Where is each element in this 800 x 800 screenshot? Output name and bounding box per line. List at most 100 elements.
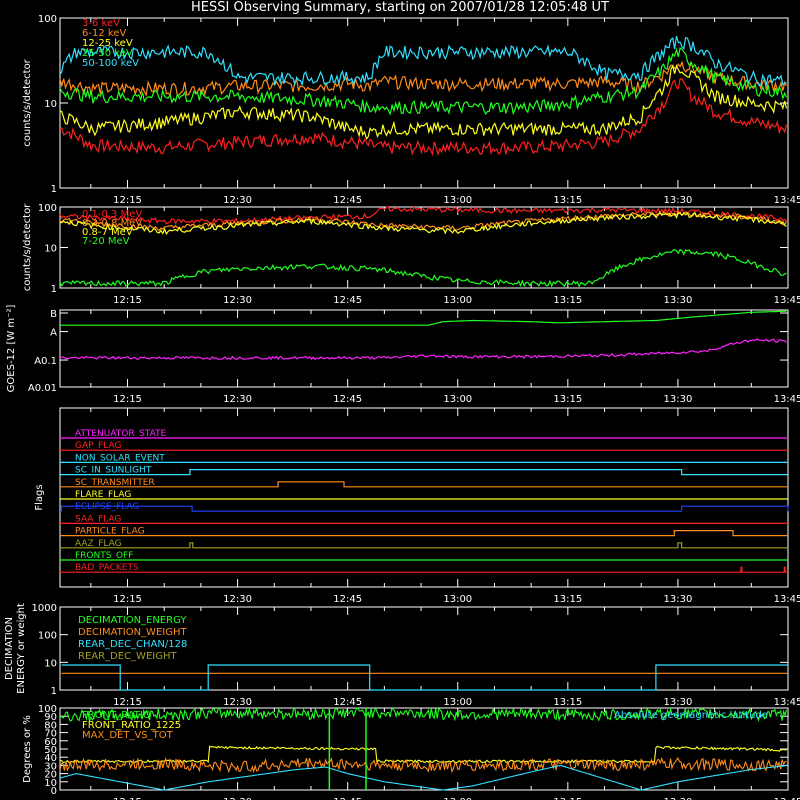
x-tick-label: 13:30 [664, 797, 693, 800]
flag-label: ATTENUATOR_STATE [75, 429, 167, 439]
series-line-6-12-kev [59, 60, 788, 98]
ratio-line-3 [60, 764, 787, 791]
y-axis-label: counts/s/detector [22, 58, 33, 146]
series-line-0-1-0-3-mev [59, 206, 787, 225]
series-line-12-25-kev [59, 64, 788, 141]
y-tick-label: A [50, 328, 57, 339]
legend-entry: DECIMATION_WEIGHT [78, 627, 187, 638]
flag-line-bad-packets [60, 566, 788, 573]
x-tick-label: 12:45 [333, 295, 362, 306]
x-tick-label: 12:15 [113, 195, 142, 206]
x-tick-label: 12:30 [223, 295, 252, 306]
x-tick-label: 13:45 [774, 697, 800, 708]
legend-entry: FRONT_RATIO [82, 710, 151, 721]
series-line-3-6-kev [59, 78, 788, 157]
x-tick-label: 12:30 [223, 697, 252, 708]
goes-line-0 [60, 310, 787, 326]
legend-entry: DECIMATION_ENERGY [78, 615, 187, 626]
x-tick-label: 12:15 [113, 394, 142, 405]
x-tick-label: 13:15 [553, 195, 582, 206]
page-title: HESSI Observing Summary, starting on 200… [191, 0, 609, 15]
y-axis-label: Flags [34, 484, 45, 510]
x-tick-label: 12:45 [333, 797, 362, 800]
y-tick-label: 10 [44, 99, 57, 110]
goes-line-1 [59, 338, 787, 361]
flag-label: SAA_FLAG [75, 514, 121, 524]
x-tick-label: 12:45 [333, 195, 362, 206]
legend-entry: 50-100 keV [82, 58, 139, 69]
ratio-line-1 [60, 745, 787, 765]
y-tick-label: 100 [38, 203, 57, 214]
x-tick-label: 13:45 [774, 295, 800, 306]
x-tick-label: 12:15 [113, 594, 142, 605]
x-tick-label: 13:30 [664, 394, 693, 405]
flag-label: PARTICLE_FLAG [75, 527, 145, 537]
y-tick-label: 90 [44, 712, 57, 723]
y-tick-label: 0 [51, 786, 57, 797]
x-tick-label: 13:45 [774, 394, 800, 405]
y-axis-label: Degrees or % [22, 715, 33, 783]
flag-label: AAZ_FLAG [75, 539, 122, 549]
y-tick-label: 10 [44, 778, 57, 789]
y-axis-label: counts/s/detector [22, 203, 33, 291]
y-tick-label: 100 [38, 631, 57, 642]
x-tick-label: 13:15 [553, 394, 582, 405]
flag-label: NON_SOLAR_EVENT [75, 453, 165, 463]
panel-frame-3 [59, 407, 789, 588]
y-axis-label: ENERGY or weight [16, 603, 27, 694]
legend-entry: MAX_DET_VS_TOT [82, 730, 174, 741]
y-tick-label: 40 [44, 753, 57, 764]
legend-entry: Absolute geomagnetic latitude [614, 710, 768, 721]
x-tick-label: 12:15 [113, 797, 142, 800]
flag-line-eclipse-flag [60, 505, 789, 512]
legend-entry: 0.8-7 MeV [82, 227, 133, 238]
y-tick-label: 1000 [32, 603, 57, 614]
y-tick-label: 10 [44, 244, 57, 255]
y-tick-label: 60 [44, 737, 57, 748]
x-tick-label: 12:45 [333, 594, 362, 605]
panel-frame-2 [59, 309, 789, 388]
flag-label: ECLIPSE_FLAG [75, 502, 139, 512]
flag-label: FLARE_FLAG [75, 490, 131, 500]
legend-entry: 7-20 MeV [82, 236, 130, 247]
x-tick-label: 13:45 [774, 195, 800, 206]
y-tick-label: 70 [44, 729, 57, 740]
x-tick-label: 13:30 [664, 195, 693, 206]
x-tick-label: 12:30 [223, 195, 252, 206]
flag-label: FRONTS_OFF [75, 551, 133, 561]
x-tick-label: 13:45 [774, 797, 800, 800]
series-line-50-100-kev [59, 35, 787, 87]
y-tick-label: 1 [51, 184, 57, 195]
x-tick-label: 13:00 [443, 697, 472, 708]
panel-frame-1 [59, 206, 789, 289]
series-line-25-50-kev [59, 47, 788, 116]
y-tick-label: 10 [44, 658, 57, 669]
y-axis-label: DECIMATION [4, 617, 15, 680]
x-tick-label: 13:30 [664, 295, 693, 306]
series-line-0-8-7-mev [59, 212, 787, 236]
x-tick-label: 12:30 [223, 594, 252, 605]
x-tick-label: 12:30 [223, 394, 252, 405]
x-tick-label: 13:15 [553, 295, 582, 306]
y-tick-label: 30 [44, 761, 57, 772]
legend-entry: 25-50 keV [82, 48, 133, 59]
x-tick-label: 13:00 [443, 394, 472, 405]
y-tick-label: A0.01 [28, 383, 57, 394]
x-tick-label: 12:15 [113, 295, 142, 306]
y-tick-label: B [50, 309, 57, 320]
flag-line-aaz-flag [60, 542, 788, 549]
decimation-line-2 [61, 664, 788, 691]
flag-label: SC_TRANSMITTER [75, 478, 155, 488]
legend-entry: 0.1-0.3 MeV [82, 209, 142, 220]
x-tick-label: 12:45 [333, 697, 362, 708]
ratio-line-2 [59, 756, 787, 774]
legend-entry: 0.3-0.8 MeV [82, 218, 142, 229]
x-tick-label: 12:45 [333, 394, 362, 405]
x-tick-label: 12:30 [223, 797, 252, 800]
x-tick-label: 13:15 [553, 697, 582, 708]
flag-label: SC_IN_SUNLIGHT [75, 466, 152, 476]
legend-entry: FRONT_RATIO_1225 [82, 720, 181, 731]
x-tick-label: 13:00 [443, 195, 472, 206]
y-tick-label: 1 [51, 284, 57, 295]
